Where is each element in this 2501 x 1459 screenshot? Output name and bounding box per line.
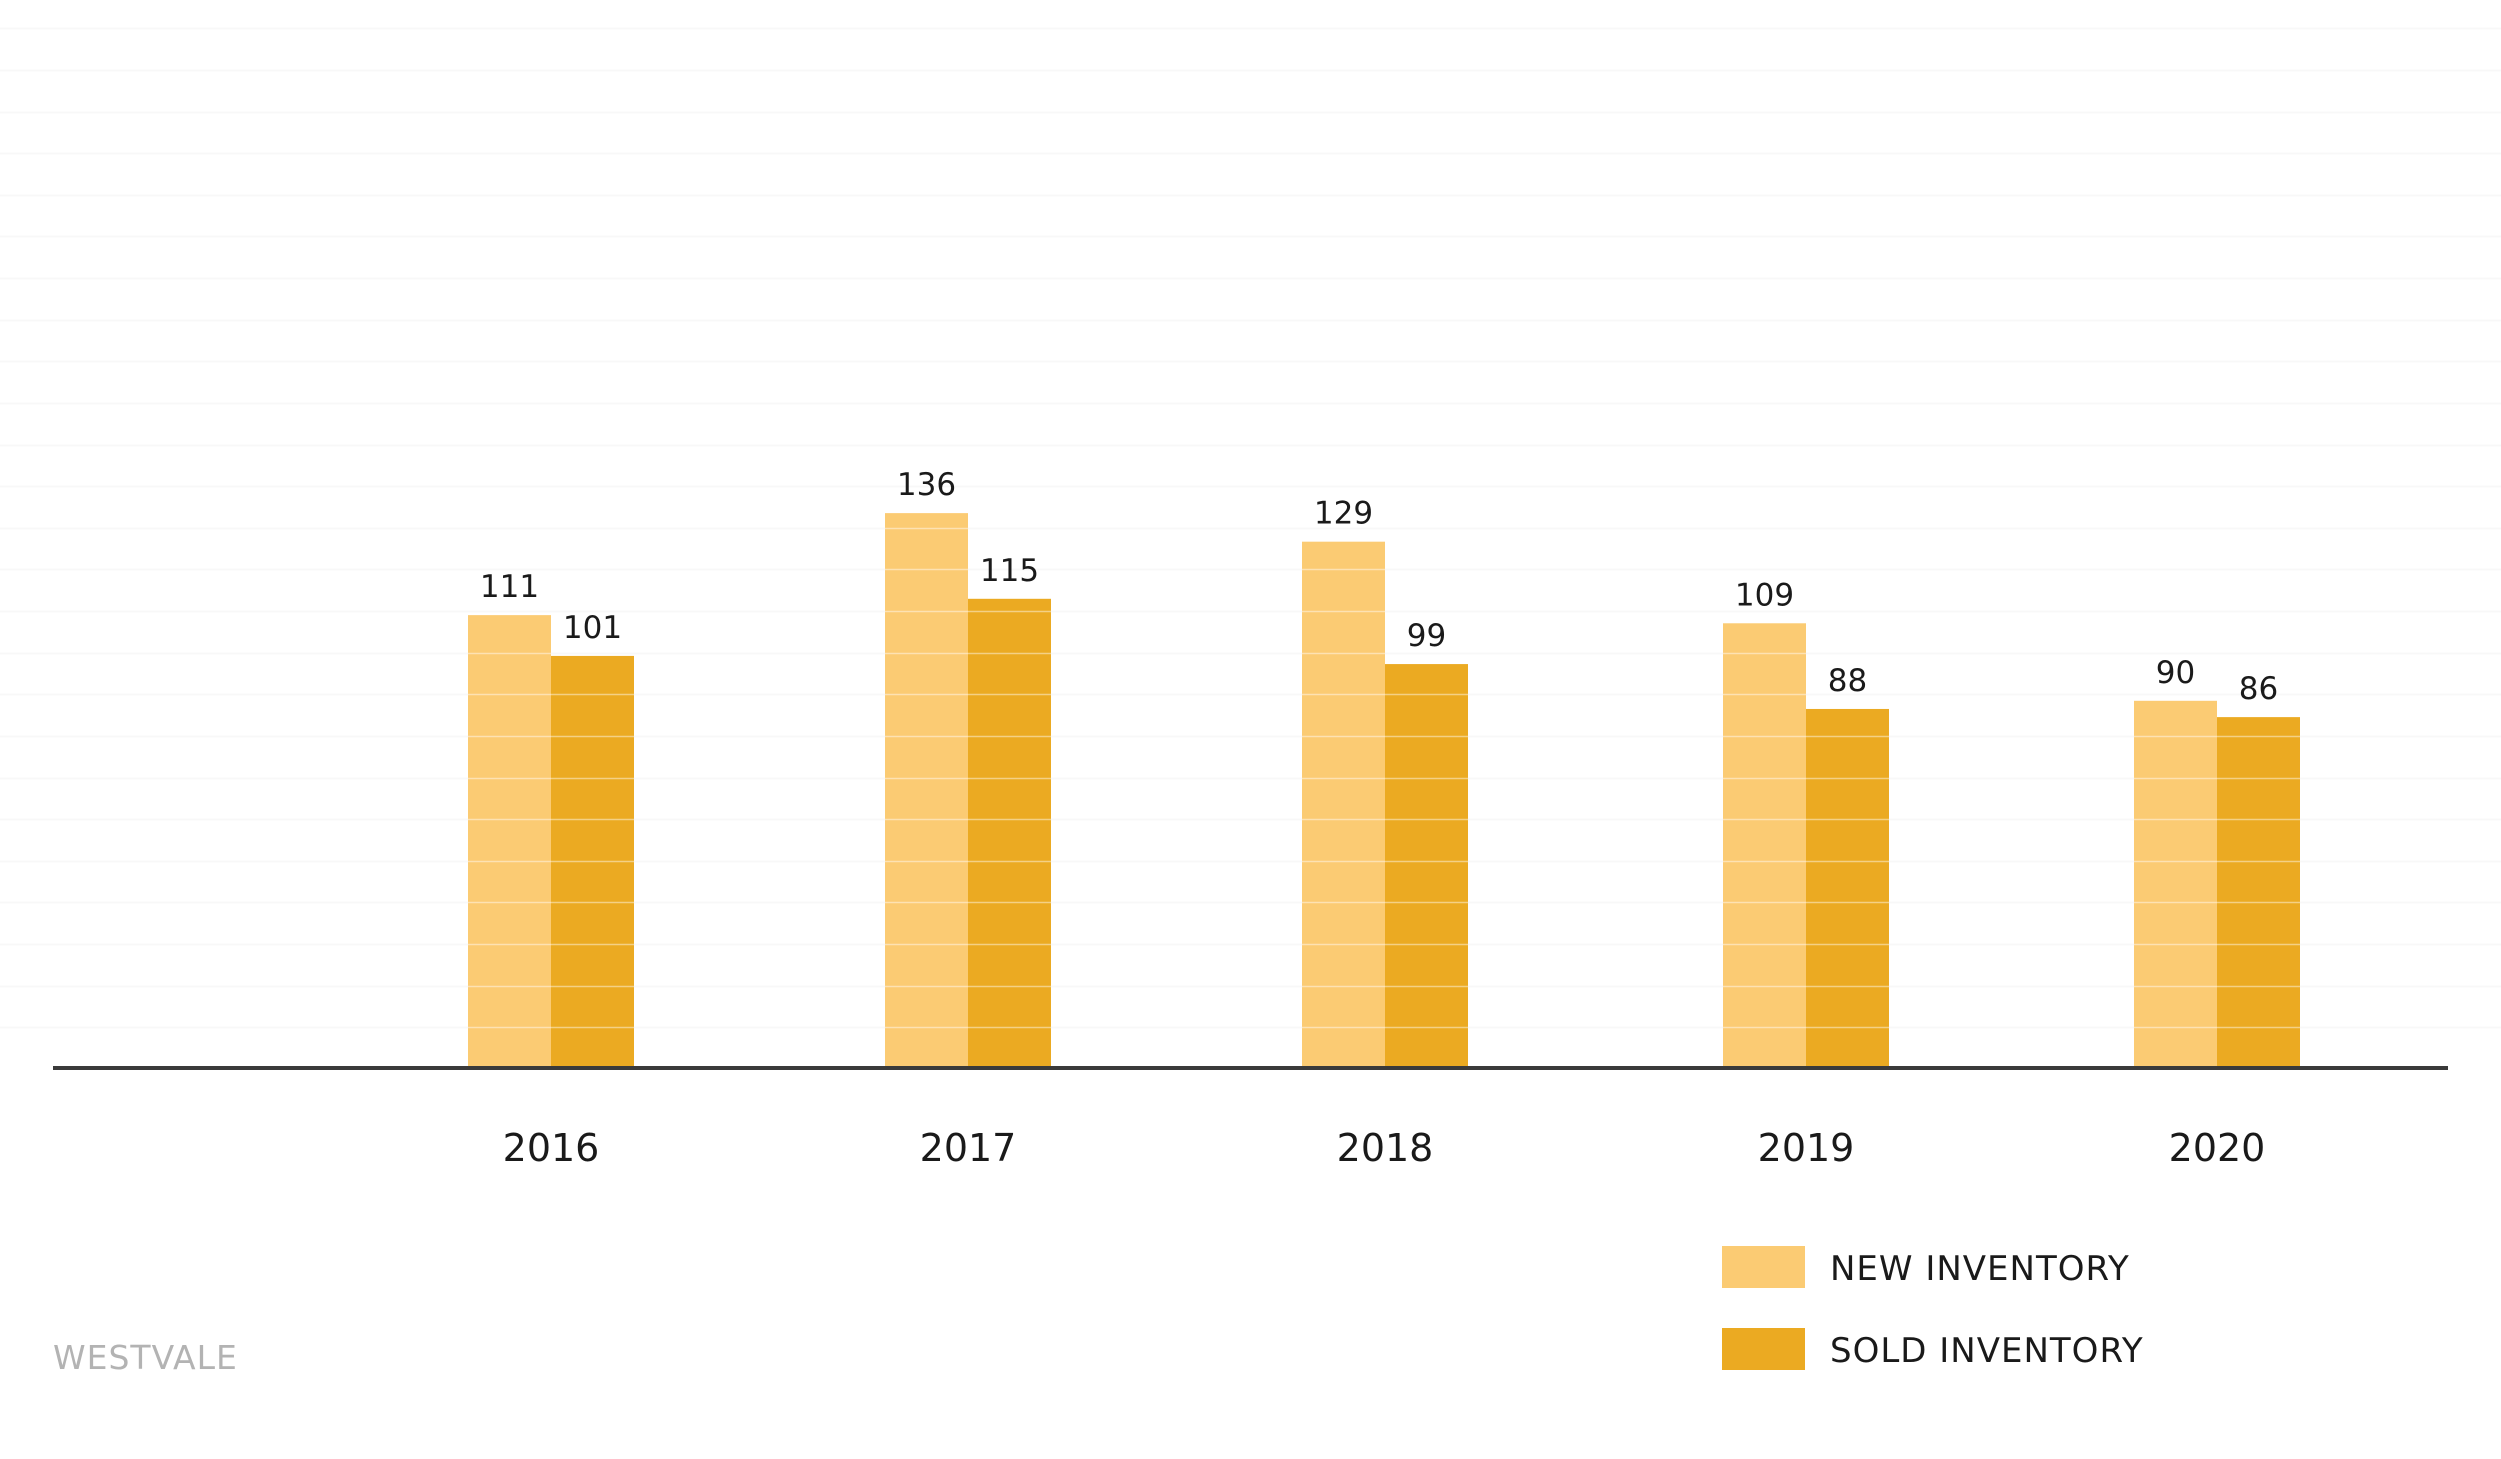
x-tick-label-2016: 2016 bbox=[503, 1126, 600, 1170]
value-label-sold-2016: 101 bbox=[563, 610, 622, 646]
value-label-new-2018: 129 bbox=[1314, 496, 1373, 532]
value-labels: 111 101 136 115 129 99 109 88 90 86 bbox=[480, 467, 2278, 707]
bar-new-2019 bbox=[1723, 623, 1806, 1068]
legend-swatch-sold bbox=[1722, 1328, 1805, 1370]
bar-sold-2017 bbox=[968, 598, 1051, 1068]
bars bbox=[468, 513, 2300, 1068]
bar-sold-2016 bbox=[551, 655, 634, 1068]
value-label-sold-2018: 99 bbox=[1407, 618, 1446, 654]
bar-new-2017 bbox=[885, 513, 968, 1068]
legend-label-new: NEW INVENTORY bbox=[1830, 1249, 2130, 1289]
value-label-new-2019: 109 bbox=[1735, 577, 1794, 613]
bar-sold-2019 bbox=[1806, 708, 1889, 1068]
bar-sold-2018 bbox=[1385, 664, 1468, 1068]
value-label-new-2017: 136 bbox=[897, 467, 956, 503]
legend-label-sold: SOLD INVENTORY bbox=[1830, 1331, 2144, 1371]
x-axis-tick-labels: 2016 2017 2018 2019 2020 bbox=[503, 1126, 2266, 1170]
gridlines bbox=[0, 27, 2501, 1029]
value-label-new-2020: 90 bbox=[2156, 655, 2195, 691]
value-label-sold-2017: 115 bbox=[980, 553, 1039, 589]
legend: NEW INVENTORY SOLD INVENTORY bbox=[1722, 1246, 2144, 1371]
bar-sold-2020 bbox=[2217, 717, 2300, 1068]
x-tick-label-2019: 2019 bbox=[1758, 1126, 1855, 1170]
x-tick-label-2017: 2017 bbox=[920, 1126, 1017, 1170]
value-label-sold-2020: 86 bbox=[2239, 671, 2278, 707]
value-label-new-2016: 111 bbox=[480, 569, 539, 605]
brand-watermark: WESTVALE bbox=[53, 1338, 238, 1377]
bar-gridline-overlay bbox=[0, 27, 2501, 1029]
x-tick-label-2018: 2018 bbox=[1337, 1126, 1434, 1170]
value-label-sold-2019: 88 bbox=[1828, 663, 1867, 699]
bar-new-2016 bbox=[468, 615, 551, 1068]
x-tick-label-2020: 2020 bbox=[2169, 1126, 2266, 1170]
legend-swatch-new bbox=[1722, 1246, 1805, 1288]
bar-new-2020 bbox=[2134, 700, 2217, 1068]
bar-new-2018 bbox=[1302, 541, 1385, 1068]
